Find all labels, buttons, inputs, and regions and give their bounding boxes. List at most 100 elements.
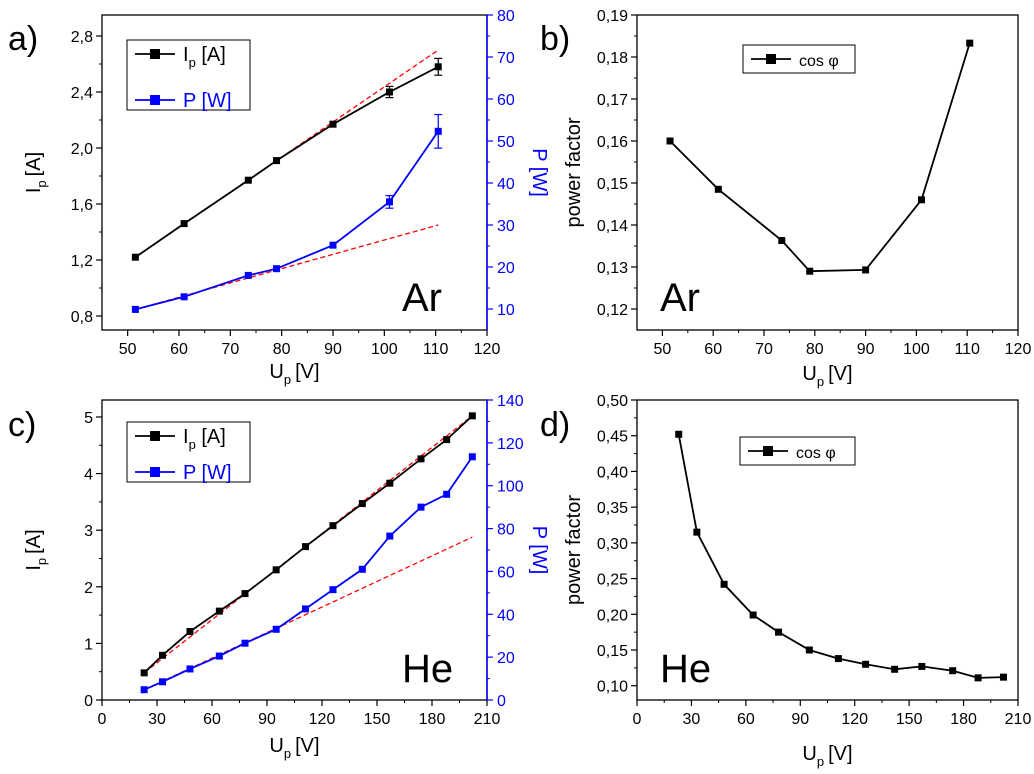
- data-point: [966, 39, 974, 47]
- legend-marker: [150, 467, 160, 477]
- legend-label-main: cos φ: [799, 53, 839, 70]
- data-point: [468, 412, 476, 420]
- panel-4: d) 0 30 60 90 120 150 180 210 0,10 0,15 0,20 0,25 0,3…: [540, 393, 1031, 769]
- y-axis-label: Ip [A]: [23, 152, 49, 193]
- data-point: [386, 479, 394, 487]
- data-point: [358, 500, 366, 508]
- x-tick-label: 30: [683, 711, 701, 728]
- legend-label-sub: p: [189, 55, 196, 70]
- legend-label: cos φ: [799, 53, 839, 70]
- panel-3: c)0 30 60 90 120 150 180 2100123450204060801001…: [8, 393, 550, 761]
- x-axis-label: Up [V]: [802, 363, 852, 389]
- y-axis-label: Ip [A]: [23, 529, 49, 570]
- data-point: [918, 662, 926, 670]
- y-tick-label: 0,25: [597, 572, 628, 589]
- data-point: [159, 678, 166, 686]
- data-point: [974, 674, 982, 682]
- y2-tick-label: 80: [497, 522, 515, 539]
- y2-tick-label: 60: [497, 92, 515, 109]
- x-tick-label: 120: [474, 341, 501, 358]
- data-point: [385, 198, 393, 206]
- y-axis-label-unit: [A]: [23, 152, 45, 176]
- data-point: [180, 220, 188, 228]
- y-tick-label: 0,16: [597, 134, 628, 151]
- y-tick-label: 1,6: [71, 197, 93, 214]
- data-point: [329, 120, 337, 128]
- data-point: [273, 265, 281, 273]
- legend-label-main: P [W]: [183, 462, 232, 484]
- x-axis-label: Up [V]: [269, 735, 319, 761]
- x-tick-label: 80: [806, 341, 824, 358]
- y2-tick-label: 40: [497, 176, 515, 193]
- y-axis-label-sub: p: [34, 558, 49, 565]
- x-tick-label: 180: [950, 711, 977, 728]
- data-point: [417, 455, 425, 463]
- data-point: [693, 528, 701, 536]
- y-tick-label: 2: [84, 580, 93, 597]
- data-point: [675, 430, 683, 438]
- y-tick-label: 0,18: [597, 50, 628, 67]
- y-tick-label: 0,15: [597, 176, 628, 193]
- data-point: [329, 586, 337, 594]
- y-tick-label: 0,17: [597, 92, 628, 109]
- x-axis-label-unit: [V]: [828, 363, 852, 385]
- legend-label-sub: p: [189, 437, 196, 452]
- y-axis-label: power factor: [563, 117, 585, 227]
- y-tick-label: 0,10: [597, 679, 628, 696]
- x-axis-label-main: U: [802, 743, 816, 765]
- y-tick-label: 0,20: [597, 607, 628, 624]
- y-tick-label: 4: [84, 467, 93, 484]
- panel-label: d): [540, 406, 570, 444]
- data-point: [917, 196, 925, 204]
- x-tick-label: 120: [1005, 341, 1032, 358]
- data-point: [272, 566, 280, 574]
- x-tick-label: 90: [857, 341, 875, 358]
- legend-label-main: P [W]: [183, 90, 232, 112]
- panel-label: b): [540, 20, 570, 58]
- y-tick-label: 0,14: [597, 218, 628, 235]
- legend-label: P [W]: [183, 462, 232, 484]
- data-point: [775, 628, 783, 636]
- x-tick-label: 180: [419, 711, 446, 728]
- data-point: [140, 669, 148, 677]
- data-point: [434, 63, 442, 71]
- y2-tick-label: 20: [497, 650, 515, 667]
- y-tick-label: 0,13: [597, 260, 628, 277]
- x-tick-label: 30: [148, 711, 166, 728]
- data-point: [215, 652, 223, 660]
- y2-tick-label: 60: [497, 564, 515, 581]
- y-tick-label: 0,8: [71, 309, 93, 326]
- data-point: [244, 176, 252, 184]
- data-point: [443, 436, 451, 444]
- legend-label: Ip [A]: [183, 426, 226, 452]
- data-point: [186, 665, 194, 673]
- legend-label: P [W]: [183, 90, 232, 112]
- x-axis-label-sub: p: [284, 372, 291, 387]
- legend-label: Ip [A]: [183, 44, 226, 70]
- y2-tick-label: 0: [497, 693, 506, 710]
- data-point: [417, 503, 425, 511]
- data-point: [140, 686, 148, 694]
- data-point: [749, 611, 757, 619]
- y2-tick-label: 50: [497, 134, 515, 151]
- panel-label: c): [8, 406, 36, 444]
- x-tick-label: 90: [791, 711, 809, 728]
- data-point: [241, 639, 249, 647]
- data-point: [215, 607, 223, 615]
- panel-2: b) 50 60 70 80 90 100 110 120 0,12 0,13 0,14 0,15 0,1…: [540, 8, 1031, 389]
- panel-1: a) 50 60 70 80 90 100 110 120 0,8 1,2 1,6 2,0 2,4 2,8 1…: [8, 8, 550, 387]
- data-point: [720, 580, 728, 588]
- data-point: [241, 590, 249, 598]
- data-point: [272, 625, 280, 633]
- x-tick-label: 100: [903, 341, 930, 358]
- data-point: [159, 651, 166, 659]
- y-tick-label: 0,19: [597, 8, 628, 25]
- data-point: [180, 293, 188, 301]
- y2-tick-label: 120: [497, 436, 524, 453]
- x-tick-label: 70: [755, 341, 773, 358]
- y-tick-label: 0: [84, 693, 93, 710]
- data-point: [244, 271, 252, 279]
- data-point: [434, 127, 442, 135]
- y2-tick-label: 30: [497, 218, 515, 235]
- x-tick-label: 50: [654, 341, 672, 358]
